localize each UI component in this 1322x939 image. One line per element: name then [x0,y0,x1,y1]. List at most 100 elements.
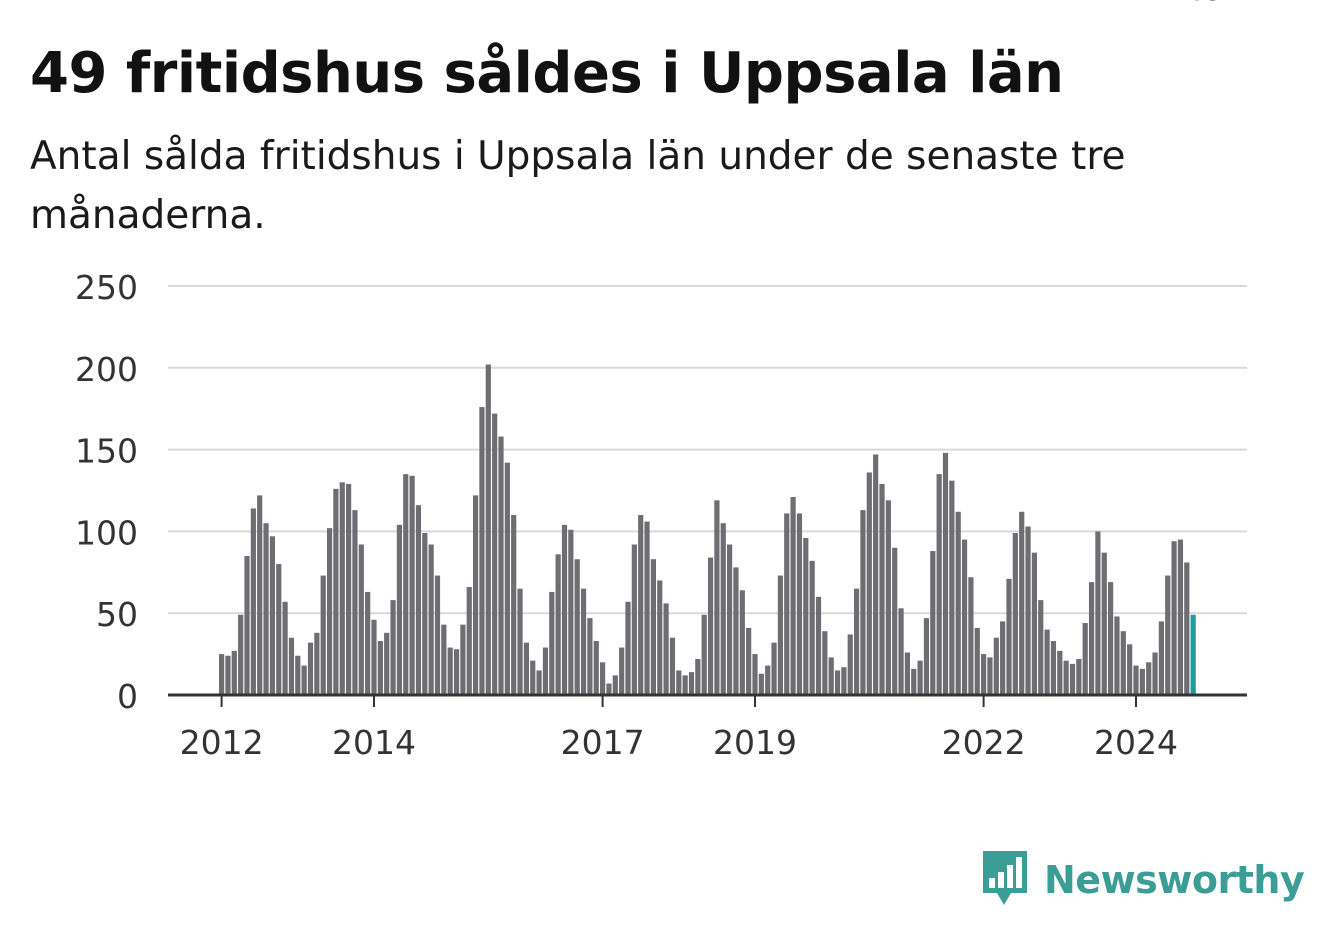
bar [250,508,256,695]
bar [828,657,834,695]
bar [542,647,549,695]
bar [949,480,955,695]
bar [1127,644,1133,695]
bar [822,631,828,695]
bar [561,524,568,695]
x-tick-label: 2017 [561,723,645,762]
bar [1000,621,1006,695]
bar [650,559,656,695]
bar [1139,668,1145,695]
bar [276,564,282,695]
bar [657,580,663,695]
bar [968,577,974,695]
bar [784,513,790,695]
bar [663,603,669,695]
bar [257,495,263,695]
bar [1158,621,1164,695]
bar [733,567,739,695]
bar [447,647,453,695]
bar [422,533,428,695]
bar [771,642,777,695]
bar [1063,660,1069,695]
bar [981,654,987,695]
bar [574,559,580,695]
bar [860,510,866,695]
bar [479,407,485,695]
bar [644,521,650,695]
bar [777,575,783,695]
newsworthy-brand: Newsworthy [980,848,1305,912]
y-tick-label: 250 [75,268,138,307]
bar [263,523,269,695]
x-tick-label: 2019 [713,723,797,762]
bar [879,483,885,695]
bar [530,660,536,695]
bar [434,575,441,695]
bar [314,632,320,695]
bar [847,634,853,695]
bar [885,500,891,695]
bar [790,497,796,695]
bar [403,474,409,695]
bar [238,614,244,695]
bar [1057,650,1063,695]
bar [752,654,758,695]
bar [288,637,295,695]
bar [746,627,752,695]
bar [517,588,523,695]
bar [1069,663,1076,695]
newsworthy-logo-icon [983,851,1027,905]
bar [593,641,599,695]
bar [942,452,949,695]
y-tick-label: 50 [96,595,138,634]
bar [606,683,612,695]
bar [974,627,980,695]
bar [396,524,402,695]
bar [295,655,301,695]
bar [854,588,860,695]
bar [739,590,745,695]
bar [428,544,434,695]
bar [320,575,326,695]
bar [269,536,275,695]
bar [1101,552,1107,695]
bar [987,657,993,695]
bar [809,560,815,695]
bar [1171,541,1177,695]
bar [765,665,771,695]
chart-title: 49 fritidshus såldes i Uppsala län [30,41,1064,106]
bar [1038,600,1044,695]
bar [282,601,288,695]
bar [453,649,460,695]
x-tick-label: 2012 [180,723,264,762]
bar [1031,552,1037,695]
bar [923,618,930,695]
bar [936,474,942,695]
bar [676,670,682,695]
bar [523,642,529,695]
bar [498,436,504,695]
x-tick-label: 2014 [332,723,416,762]
bar [1076,659,1082,695]
bar [409,475,415,695]
bar [701,614,707,695]
bar [707,557,714,695]
bar [492,413,498,695]
bar [866,472,872,695]
bar [333,488,339,695]
bar [688,672,695,695]
y-tick-label: 100 [75,513,138,552]
bar [1088,582,1095,695]
bar [568,529,574,695]
bar [904,652,910,695]
bar-latest [1190,614,1196,695]
bar [580,588,587,695]
y-tick-label: 0 [117,677,138,716]
bar [485,364,491,695]
bar [796,513,803,695]
bar [371,619,377,695]
bar [631,544,637,695]
bar [352,510,358,695]
bar [1019,511,1025,695]
